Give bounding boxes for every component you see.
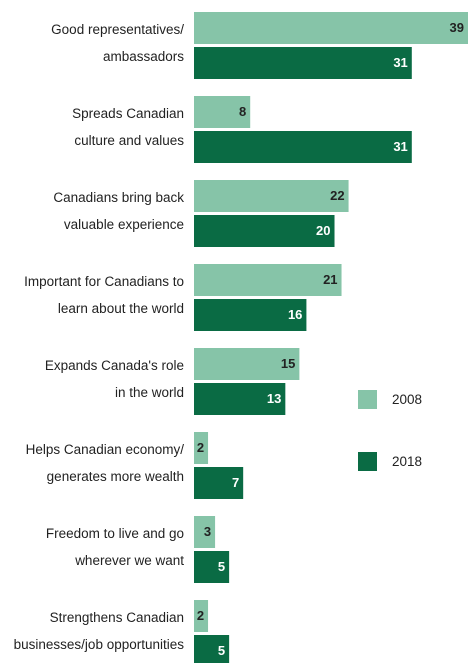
data-label-2008: 21 — [323, 272, 337, 287]
data-label-2008: 15 — [281, 356, 295, 371]
bar-2008 — [194, 264, 342, 296]
bar-2008 — [194, 12, 468, 44]
bar-2008 — [194, 516, 216, 548]
data-label-2018: 31 — [393, 139, 407, 154]
data-label-2018: 20 — [316, 223, 330, 238]
category-label-line: learn about the world — [58, 301, 184, 316]
category-label-line: Helps Canadian economy/ — [26, 442, 185, 457]
bar-2018 — [194, 299, 307, 331]
bar-2018 — [194, 551, 230, 583]
data-label-2008: 22 — [330, 188, 344, 203]
category-label-line: valuable experience — [64, 217, 184, 232]
category-label-line: generates more wealth — [47, 469, 184, 484]
data-label-2018: 13 — [267, 391, 281, 406]
category-label-line: Good representatives/ — [51, 22, 184, 37]
data-label-2018: 5 — [218, 559, 225, 574]
legend-label-2008: 2008 — [392, 392, 422, 407]
category-label: Freedom to live and go wherever we want — [46, 526, 184, 568]
category-label: Good representatives/ambassadors — [51, 22, 184, 64]
category-label: Helps Canadian economy/generates more we… — [26, 442, 185, 484]
category-label-line: wherever we want — [74, 553, 184, 568]
category-label-line: businesses/job opportunities — [14, 637, 185, 652]
category-label-line: culture and values — [74, 133, 184, 148]
bar-2018 — [194, 47, 412, 79]
data-label-2008: 39 — [450, 20, 464, 35]
category-label: Canadians bring back valuable experience — [53, 190, 184, 232]
category-label-line: in the world — [115, 385, 184, 400]
bar-2008 — [194, 432, 209, 464]
data-label-2008: 2 — [197, 440, 204, 455]
bar-2018 — [194, 467, 244, 499]
category-label-line: Expands Canada's role — [45, 358, 184, 373]
value-labels: 39 31 8 31 22 20 21 16 15 13 2 7 3 5 2 5 — [197, 20, 464, 658]
bar-2018 — [194, 215, 335, 247]
legend: 2008 2018 — [358, 390, 422, 471]
bar-2018 — [194, 635, 230, 663]
data-label-2018: 16 — [288, 307, 302, 322]
data-label-2018: 5 — [218, 643, 225, 658]
category-label-line: Important for Canadians to — [24, 274, 184, 289]
category-label-line: Spreads Canadian — [72, 106, 184, 121]
category-label: Strengthens Canadian businesses/job oppor… — [14, 610, 185, 652]
category-label: Spreads Canadian culture and values — [72, 106, 184, 148]
bar-2008 — [194, 348, 300, 380]
legend-label-2018: 2018 — [392, 454, 422, 469]
bar-2008 — [194, 600, 209, 632]
legend-swatch-2008 — [358, 390, 377, 409]
category-label-line: ambassadors — [103, 49, 184, 64]
data-label-2018: 7 — [232, 475, 239, 490]
bar-2008 — [194, 180, 349, 212]
data-label-2008: 8 — [239, 104, 246, 119]
bar-2018 — [194, 131, 412, 163]
legend-swatch-2018 — [358, 452, 377, 471]
data-label-2008: 2 — [197, 608, 204, 623]
data-label-2018: 31 — [393, 55, 407, 70]
bar-2008 — [194, 96, 251, 128]
category-label-line: Strengthens Canadian — [50, 610, 184, 625]
bar-2018 — [194, 383, 286, 415]
category-label: Important for Canadians to learn about th… — [24, 274, 184, 316]
bars — [194, 12, 468, 663]
category-label-line: Canadians bring back — [53, 190, 184, 205]
data-label-2008: 3 — [204, 524, 211, 539]
category-label: Expands Canada's role in the world — [45, 358, 184, 400]
category-label-line: Freedom to live and go — [46, 526, 184, 541]
category-labels: Good representatives/ambassadors Spreads … — [14, 22, 185, 652]
